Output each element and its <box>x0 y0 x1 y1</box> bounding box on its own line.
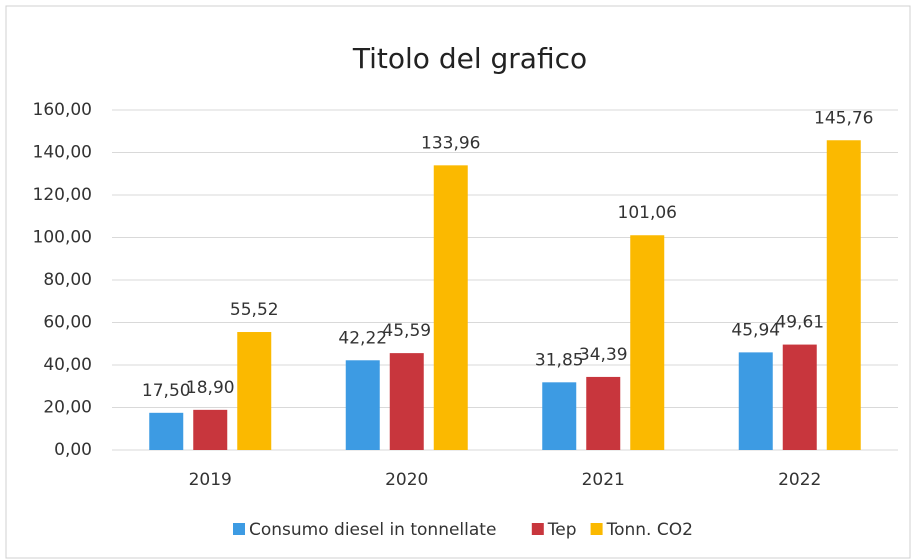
y-tick-label: 80,00 <box>43 270 92 290</box>
bar <box>237 332 272 450</box>
y-tick-label: 100,00 <box>33 228 92 248</box>
bar <box>149 412 184 450</box>
bar <box>389 353 424 450</box>
data-label: 31,85 <box>535 350 584 370</box>
data-label: 145,76 <box>814 108 873 128</box>
y-tick-label: 60,00 <box>43 313 92 333</box>
x-tick-label: 2022 <box>778 470 821 490</box>
data-label: 18,90 <box>186 378 235 398</box>
y-tick-label: 20,00 <box>43 398 92 418</box>
bar <box>193 409 228 450</box>
data-label: 49,61 <box>775 313 824 333</box>
chart-title: Titolo del grafico <box>352 42 587 75</box>
bar <box>433 165 468 450</box>
legend-swatch <box>233 523 245 535</box>
y-tick-label: 40,00 <box>43 355 92 375</box>
bar <box>782 344 817 450</box>
data-label: 133,96 <box>421 133 480 153</box>
x-tick-label: 2021 <box>582 470 625 490</box>
legend-label: Tonn. CO2 <box>606 520 693 540</box>
legend-label: Consumo diesel in tonnellate <box>249 520 496 540</box>
data-label: 34,39 <box>579 345 628 365</box>
bar <box>586 376 621 450</box>
legend-label: Tep <box>547 520 577 540</box>
y-tick-label: 160,00 <box>33 100 92 120</box>
bar <box>738 352 773 450</box>
y-tick-label: 140,00 <box>33 143 92 163</box>
bar <box>826 140 861 450</box>
legend-swatch <box>590 523 603 535</box>
x-tick-label: 2019 <box>189 470 232 490</box>
data-label: 45,94 <box>731 320 780 340</box>
bar <box>542 382 577 450</box>
y-tick-label: 120,00 <box>33 185 92 205</box>
bar <box>630 235 665 450</box>
data-label: 101,06 <box>618 203 677 223</box>
y-tick-label: 0,00 <box>54 440 92 460</box>
data-label: 42,22 <box>338 328 387 348</box>
bar <box>345 360 380 450</box>
legend-swatch <box>531 523 544 535</box>
data-label: 45,59 <box>382 321 431 341</box>
data-label: 17,50 <box>142 381 191 401</box>
x-tick-label: 2020 <box>385 470 428 490</box>
data-label: 55,52 <box>230 300 279 320</box>
